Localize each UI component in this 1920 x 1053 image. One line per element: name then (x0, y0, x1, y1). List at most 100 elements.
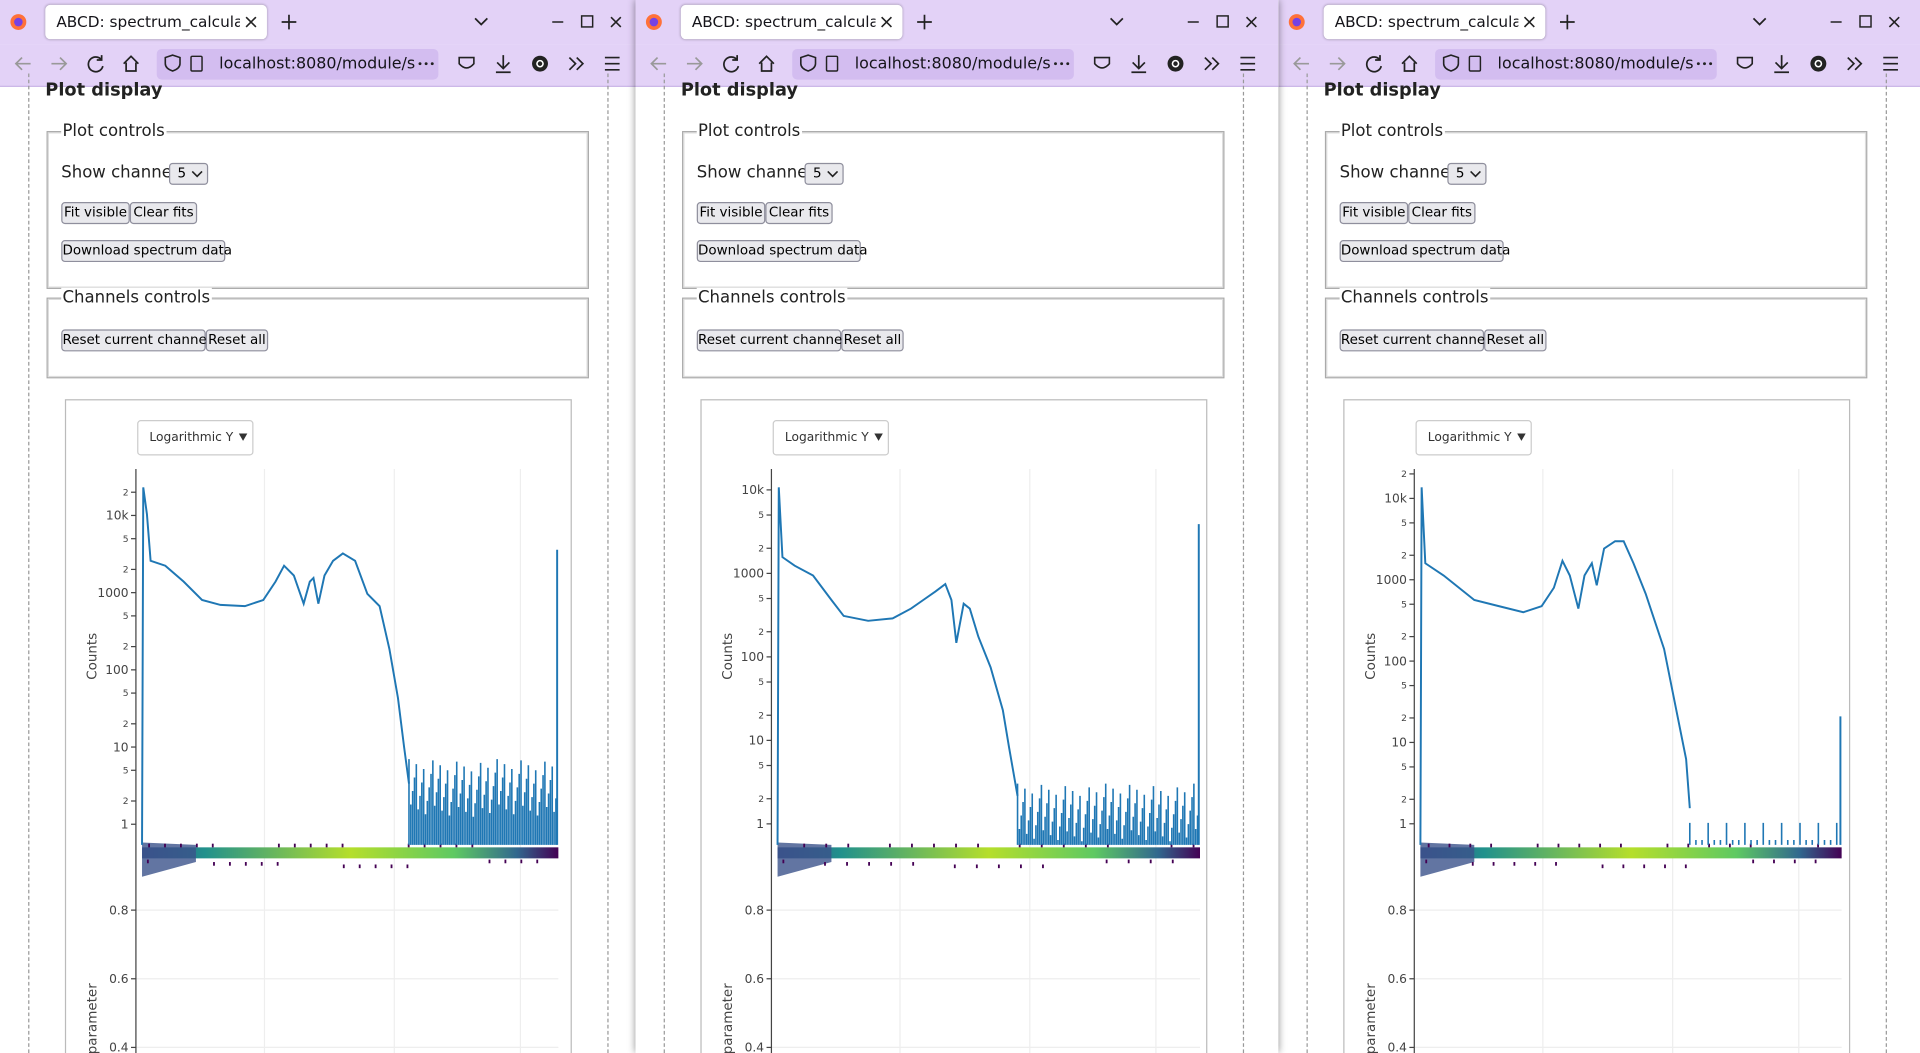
button[interactable]: Download spectrum data (61, 240, 232, 263)
y-tick-label: 100 (1384, 654, 1407, 668)
tab[interactable]: ABCD: spectrum_calculator (45, 4, 267, 40)
heatmap-dot (846, 862, 848, 866)
spectrum-trace (776, 487, 1019, 845)
y-tick-label: 5 (1401, 518, 1407, 529)
heatmap-dot (1620, 843, 1622, 848)
button[interactable]: Fit visible (61, 202, 130, 225)
heatmap-dot (1728, 843, 1731, 848)
heatmap-dot (953, 864, 956, 869)
heatmap-dot (911, 843, 913, 848)
select-value: 5 (1455, 165, 1465, 182)
button[interactable]: Reset current channel (1339, 329, 1489, 352)
channel-select[interactable]: 5 (804, 162, 844, 185)
y-tick-label: 1 (1399, 817, 1407, 831)
button[interactable]: Reset all (1484, 329, 1547, 352)
legend: Plot controls (1339, 121, 1445, 141)
heatmap-dot (211, 843, 214, 848)
heatmap-dot (1666, 843, 1669, 848)
y-tick-label: 2 (1401, 550, 1407, 561)
button[interactable]: Clear fits (1408, 202, 1476, 225)
heatmap-dot (1601, 864, 1604, 869)
tab[interactable]: ABCD: spectrum_calculator_ (680, 4, 903, 40)
button[interactable]: Fit visible (696, 202, 766, 225)
heatmap-dot (164, 843, 166, 848)
y-tick-label: 1 (756, 817, 764, 831)
heatmap-dot (341, 843, 344, 848)
y2-tick-label: 0.6 (109, 972, 129, 986)
fieldset (46, 131, 589, 289)
button[interactable]: Reset current channel (696, 329, 846, 352)
heatmap-dot (868, 862, 870, 866)
url-bar[interactable]: localhost:8080/module/spe (156, 48, 439, 80)
heatmap-dot (488, 859, 491, 864)
heatmap-dot (1622, 864, 1625, 869)
scale-menu[interactable]: Logarithmic Y (137, 420, 254, 456)
heatmap-dot (536, 859, 539, 864)
spectrum-trace (1419, 487, 1691, 845)
fieldset (1324, 297, 1868, 379)
heatmap-dot (455, 843, 458, 848)
menu-arrow (1517, 433, 1526, 441)
scale-menu[interactable]: Logarithmic Y (1415, 420, 1532, 456)
heatmap-dot (1171, 859, 1174, 864)
select-arrow (827, 170, 839, 178)
plot: 0.8 0.6 0.4 10k 5 2 1000 5 2 100 5 2 10 5 2 1 Counts o pa… (721, 468, 1200, 1053)
heatmap-dot (407, 843, 410, 848)
y-axis-title: Counts (1364, 633, 1379, 680)
url-bar[interactable]: localhost:8080/module/spe (1435, 48, 1717, 80)
heatmap-dot (1425, 859, 1428, 864)
button[interactable]: Reset all (841, 329, 904, 352)
button[interactable]: Reset current channel (61, 329, 211, 352)
heatmap-dot (1018, 843, 1021, 848)
plot: 0.8 0.6 0.4 2 10k 5 2 1000 5 2 100 5 2 10 5 2 1 Counts o p… (1364, 469, 1842, 1053)
y2-tick-label: 0.4 (1387, 1041, 1407, 1053)
channel-select[interactable]: 5 (1447, 162, 1487, 185)
button[interactable]: Download spectrum data (1339, 240, 1510, 263)
heatmap-dot (1599, 843, 1602, 848)
heatmap-dot (309, 843, 312, 848)
channel-select[interactable]: 5 (168, 162, 209, 185)
noise-trace (1688, 822, 1838, 845)
tab[interactable]: ABCD: spectrum_calculator (1323, 4, 1546, 40)
button[interactable]: Clear fits (129, 202, 198, 225)
y-tick-label: 2 (123, 564, 129, 575)
heatmap-dot (1427, 843, 1430, 848)
heatmap-dot (997, 864, 1000, 869)
y-tick-label: 2 (1401, 469, 1407, 480)
url: localhost:8080/module/spe (219, 55, 416, 74)
legend: Channels controls (61, 287, 212, 308)
y-tick-label: 1000 (97, 586, 128, 600)
heatmap-dot (1513, 862, 1516, 866)
button[interactable]: Clear fits (765, 202, 833, 225)
y-tick-label: 2 (123, 796, 129, 807)
y-tick-label: 10k (106, 509, 130, 523)
url-bar[interactable]: localhost:8080/module/spe (792, 48, 1074, 80)
heatmap-band (142, 847, 559, 859)
heatmap-dot (1773, 859, 1775, 864)
heatmap-dot (1062, 843, 1065, 848)
heatmap-dot (390, 864, 393, 869)
fieldset (682, 131, 1225, 289)
menu-label: Logarithmic Y (784, 431, 869, 445)
y-tick-label: 10k (741, 483, 765, 497)
menu-label: Logarithmic Y (1427, 431, 1512, 445)
heatmap-dot (504, 859, 507, 864)
heatmap-dot (1555, 862, 1557, 866)
y-tick-label: 2 (123, 719, 129, 730)
heatmap-dot (406, 864, 409, 869)
y-tick-label: 2 (758, 543, 764, 554)
y-tick-label: 5 (123, 765, 129, 776)
button[interactable]: Fit visible (1339, 202, 1409, 225)
heatmap-dot (1106, 843, 1109, 848)
legend: Plot controls (61, 121, 167, 141)
y-tick-label: 2 (758, 794, 764, 805)
button[interactable]: Reset all (205, 329, 269, 352)
scale-menu[interactable]: Logarithmic Y (772, 420, 889, 456)
heatmap-dot (213, 862, 215, 866)
y-tick-label: 1000 (1376, 573, 1407, 587)
plot-container (64, 399, 572, 1053)
heatmap-fan (777, 842, 832, 877)
heatmap-dot (1471, 862, 1474, 866)
button[interactable]: Download spectrum data (696, 240, 868, 263)
